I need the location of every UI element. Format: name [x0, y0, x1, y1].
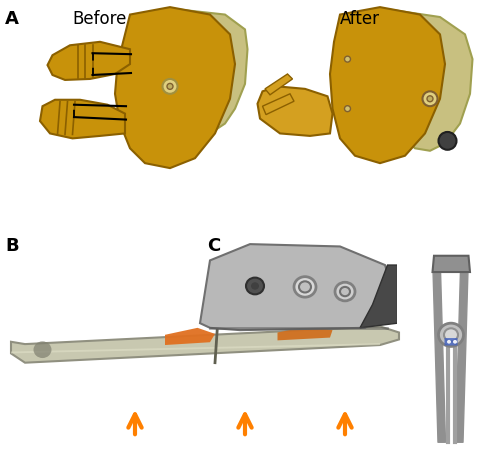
Polygon shape — [432, 256, 470, 272]
Circle shape — [444, 328, 458, 341]
Polygon shape — [11, 326, 399, 363]
Circle shape — [299, 281, 311, 292]
Circle shape — [447, 340, 451, 344]
Circle shape — [438, 132, 456, 150]
Polygon shape — [180, 10, 248, 136]
Circle shape — [167, 83, 173, 89]
Polygon shape — [360, 265, 398, 328]
Circle shape — [294, 277, 316, 297]
Circle shape — [162, 79, 178, 94]
Polygon shape — [262, 94, 294, 114]
Circle shape — [340, 287, 350, 296]
Text: C: C — [208, 237, 221, 255]
Circle shape — [427, 96, 433, 102]
Polygon shape — [115, 7, 235, 168]
Circle shape — [251, 282, 259, 290]
Polygon shape — [278, 326, 332, 340]
Polygon shape — [165, 328, 215, 345]
Polygon shape — [200, 244, 392, 330]
Circle shape — [335, 282, 355, 301]
Polygon shape — [265, 74, 292, 95]
Text: B: B — [5, 237, 18, 255]
Polygon shape — [258, 86, 332, 136]
Polygon shape — [40, 100, 125, 139]
Polygon shape — [390, 10, 472, 151]
Polygon shape — [11, 343, 380, 353]
Circle shape — [34, 341, 52, 358]
Circle shape — [422, 91, 438, 106]
Circle shape — [453, 340, 457, 344]
FancyBboxPatch shape — [444, 338, 458, 345]
Text: After: After — [340, 10, 380, 28]
Circle shape — [438, 323, 464, 346]
Circle shape — [344, 106, 350, 112]
Circle shape — [344, 56, 350, 62]
Polygon shape — [48, 42, 130, 80]
Polygon shape — [330, 7, 445, 163]
Circle shape — [246, 278, 264, 294]
Text: A: A — [5, 10, 19, 28]
Text: Before: Before — [72, 10, 127, 28]
